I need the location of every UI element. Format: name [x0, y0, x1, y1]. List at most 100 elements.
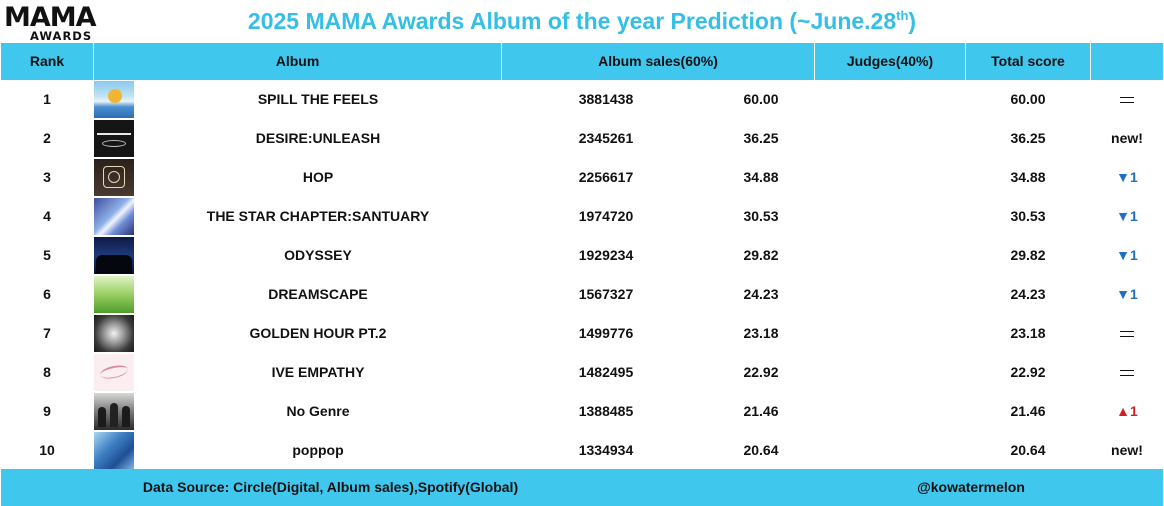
- page-title: 2025 MAMA Awards Album of the year Predi…: [0, 6, 1164, 36]
- title-superscript: th: [896, 8, 909, 23]
- header-divider: [1090, 43, 1091, 80]
- rank-cell: 7: [43, 325, 51, 341]
- album-title: poppop: [292, 442, 344, 458]
- album-sales-count: 2256617: [578, 169, 634, 185]
- logo-sub-text: AWARDS: [30, 29, 93, 43]
- table-row: 8 IVE EMPATHY 1482495 22.92 22.92: [1, 353, 1163, 392]
- table-row: 5 ODYSSEY 1929234 29.82 29.82 ▼1: [1, 236, 1163, 275]
- rank-change: ▲1: [1116, 403, 1138, 419]
- album-cover-thumbnail: [94, 120, 134, 157]
- album-sales-count: 1499776: [578, 325, 634, 341]
- album-title: No Genre: [286, 403, 350, 419]
- rank-change: [1091, 353, 1163, 392]
- header-divider: [814, 43, 815, 80]
- total-score: 20.64: [1010, 442, 1046, 458]
- header-judges: Judges(40%): [846, 53, 934, 69]
- rank-cell: 4: [43, 208, 51, 224]
- album-sales-score: 20.64: [743, 442, 779, 458]
- album-title: THE STAR CHAPTER:SANTUARY: [206, 208, 430, 224]
- total-score: 22.92: [1010, 364, 1046, 380]
- author-credit: @kowatermelon: [917, 479, 1025, 495]
- logo-main-text: MAMA: [4, 2, 97, 33]
- rank-change: [1091, 80, 1163, 119]
- album-cover-thumbnail: [94, 81, 134, 118]
- table-row: 2 DESIRE:UNLEASH 2345261 36.25 36.25 new…: [1, 119, 1163, 158]
- data-source-note: Data Source: Circle(Digital, Album sales…: [142, 479, 519, 495]
- rank-change: new!: [1091, 431, 1163, 470]
- album-title: HOP: [302, 169, 334, 185]
- title-text: 2025 MAMA Awards Album of the year Predi…: [247, 8, 897, 34]
- total-score: 30.53: [1010, 208, 1046, 224]
- rank-change: new!: [1091, 119, 1163, 158]
- header-album: Album: [275, 53, 320, 69]
- album-title: IVE EMPATHY: [271, 364, 365, 380]
- new-entry-badge: new!: [1111, 130, 1143, 146]
- title-close: ): [908, 8, 917, 34]
- total-score: 21.46: [1010, 403, 1046, 419]
- album-sales-score: 21.46: [743, 403, 779, 419]
- album-title: SPILL THE FEELS: [257, 91, 379, 107]
- rank-cell: 5: [43, 247, 51, 263]
- total-score: 24.23: [1010, 286, 1046, 302]
- album-cover-thumbnail: [94, 276, 134, 313]
- header-rank: Rank: [29, 53, 65, 69]
- rank-change: ▼1: [1116, 208, 1138, 224]
- rank-cell: 10: [39, 442, 55, 458]
- album-sales-count: 3881438: [578, 91, 634, 107]
- album-sales-count: 1929234: [578, 247, 634, 263]
- album-cover-thumbnail: [94, 315, 134, 352]
- rank-change: ▼1: [1116, 169, 1138, 185]
- header-divider: [501, 43, 502, 80]
- total-score: 34.88: [1010, 169, 1046, 185]
- album-sales-score: 34.88: [743, 169, 779, 185]
- table-row: 9 No Genre 1388485 21.46 21.46 ▲1: [1, 392, 1163, 431]
- total-score: 60.00: [1010, 91, 1046, 107]
- table-row: 10 poppop 1334934 20.64 20.64 new!: [1, 431, 1163, 470]
- table-row: 4 THE STAR CHAPTER:SANTUARY 1974720 30.5…: [1, 197, 1163, 236]
- album-sales-count: 2345261: [578, 130, 634, 146]
- table-row: 6 DREAMSCAPE 1567327 24.23 24.23 ▼1: [1, 275, 1163, 314]
- total-score: 23.18: [1010, 325, 1046, 341]
- album-title: GOLDEN HOUR PT.2: [249, 325, 387, 341]
- table-row: 1 SPILL THE FEELS 3881438 60.00 60.00: [1, 80, 1163, 119]
- table-footer: Data Source: Circle(Digital, Album sales…: [1, 469, 1163, 506]
- rank-cell: 3: [43, 169, 51, 185]
- rank-cell: 8: [43, 364, 51, 380]
- header-divider: [93, 43, 94, 80]
- table-header: Rank Album Album sales(60%) Judges(40%) …: [1, 43, 1163, 80]
- album-sales-count: 1482495: [578, 364, 634, 380]
- album-cover-thumbnail: [94, 237, 134, 274]
- ranking-table: 1 SPILL THE FEELS 3881438 60.00 60.00 2 …: [1, 80, 1163, 470]
- album-sales-score: 29.82: [743, 247, 779, 263]
- header-album-sales: Album sales(60%): [598, 53, 718, 69]
- total-score: 29.82: [1010, 247, 1046, 263]
- table-row: 7 GOLDEN HOUR PT.2 1499776 23.18 23.18: [1, 314, 1163, 353]
- album-cover-thumbnail: [94, 159, 134, 196]
- rank-cell: 2: [43, 130, 51, 146]
- album-sales-count: 1974720: [578, 208, 634, 224]
- rank-change: ▼1: [1116, 286, 1138, 302]
- album-sales-score: 30.53: [743, 208, 779, 224]
- no-change-icon: [1120, 331, 1134, 338]
- mama-awards-logo: MAMA AWARDS: [4, 2, 116, 43]
- rank-cell: 1: [43, 91, 51, 107]
- no-change-icon: [1120, 97, 1134, 104]
- rank-change: [1091, 314, 1163, 353]
- album-sales-score: 23.18: [743, 325, 779, 341]
- album-title: DREAMSCAPE: [268, 286, 368, 302]
- album-title: ODYSSEY: [284, 247, 352, 263]
- album-cover-thumbnail: [94, 432, 134, 469]
- header-total-score: Total score: [991, 53, 1065, 69]
- album-sales-score: 24.23: [743, 286, 779, 302]
- album-sales-score: 22.92: [743, 364, 779, 380]
- album-sales-count: 1567327: [578, 286, 634, 302]
- album-sales-count: 1388485: [578, 403, 634, 419]
- album-cover-thumbnail: [94, 354, 134, 391]
- total-score: 36.25: [1010, 130, 1046, 146]
- album-sales-count: 1334934: [578, 442, 634, 458]
- album-sales-score: 36.25: [743, 130, 779, 146]
- rank-cell: 6: [43, 286, 51, 302]
- header-divider: [965, 43, 966, 80]
- table-row: 3 HOP 2256617 34.88 34.88 ▼1: [1, 158, 1163, 197]
- rank-cell: 9: [43, 403, 51, 419]
